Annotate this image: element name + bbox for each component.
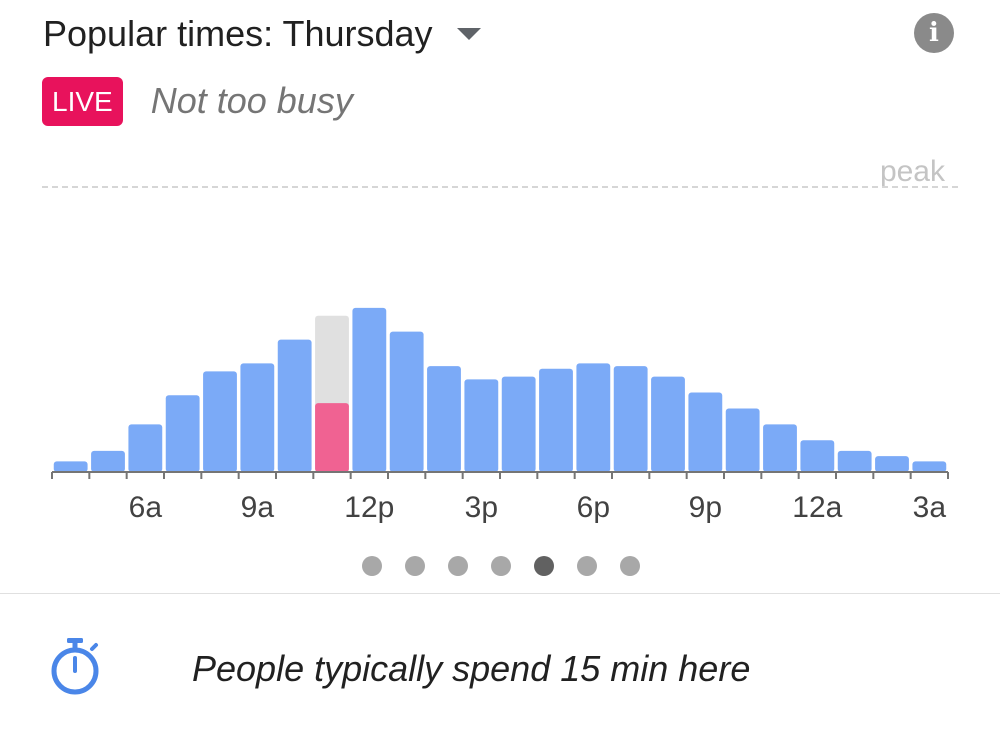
busyness-bar[interactable]	[352, 307, 387, 472]
busyness-bar[interactable]	[539, 368, 573, 472]
x-tick-label: 3p	[465, 491, 498, 524]
busyness-bar[interactable]	[240, 363, 275, 472]
pager-dot[interactable]	[534, 556, 554, 576]
x-tick-label: 12a	[792, 491, 842, 524]
pager-dot[interactable]	[362, 556, 382, 576]
busyness-bar[interactable]	[427, 366, 461, 472]
timer-icon	[51, 638, 99, 695]
busyness-bar[interactable]	[501, 376, 536, 472]
typical-visit-duration: People typically spend 15 min here	[192, 648, 751, 689]
busyness-bar[interactable]	[800, 440, 835, 472]
busyness-bar[interactable]	[128, 424, 163, 472]
x-tick-label: 6p	[577, 491, 610, 524]
popular-times-title[interactable]: Popular times: Thursday	[43, 13, 433, 54]
busyness-bar[interactable]	[203, 371, 237, 472]
pager-dot[interactable]	[620, 556, 640, 576]
busyness-bar[interactable]	[91, 450, 125, 472]
x-tick-label: 3a	[913, 491, 947, 524]
busyness-bar[interactable]	[53, 461, 88, 472]
live-row: LIVE Not too busy	[42, 76, 353, 126]
busyness-bar[interactable]	[576, 363, 611, 472]
busyness-bar[interactable]	[165, 395, 200, 472]
pager-dot[interactable]	[577, 556, 597, 576]
pager-dot[interactable]	[448, 556, 468, 576]
busyness-bar[interactable]	[837, 450, 872, 472]
busyness-bar[interactable]	[912, 461, 947, 472]
pager-dots	[362, 556, 640, 576]
peak-line	[42, 186, 958, 188]
pager-dot[interactable]	[405, 556, 425, 576]
x-tick-label: 9a	[241, 491, 275, 524]
info-icon[interactable]: i	[914, 13, 954, 53]
busyness-bar[interactable]	[464, 379, 499, 472]
busyness-bar[interactable]	[651, 376, 685, 472]
pager-dot[interactable]	[491, 556, 511, 576]
x-tick-label: 6a	[129, 491, 163, 524]
busyness-bar[interactable]	[389, 331, 424, 472]
x-tick-label: 12p	[344, 491, 394, 524]
chevron-down-icon[interactable]	[456, 28, 481, 40]
busyness-bar[interactable]	[688, 392, 723, 472]
busyness-bar[interactable]	[875, 456, 909, 472]
busyness-bar[interactable]	[277, 339, 312, 472]
x-tick-label: 9p	[689, 491, 722, 524]
popular-times-chart[interactable]: 6a 9a 12p 3p 6p 9p 12a 3a	[0, 0, 1000, 540]
busyness-bar[interactable]	[725, 408, 760, 472]
live-badge: LIVE	[42, 76, 123, 126]
live-busyness-bar[interactable]	[315, 403, 349, 472]
peak-label: peak	[879, 155, 945, 188]
busyness-bar[interactable]	[613, 366, 648, 472]
busyness-bar[interactable]	[763, 424, 797, 472]
title-row: Popular times: Thursday	[43, 10, 481, 58]
live-status-text: Not too busy	[150, 80, 353, 121]
divider	[0, 593, 1000, 594]
